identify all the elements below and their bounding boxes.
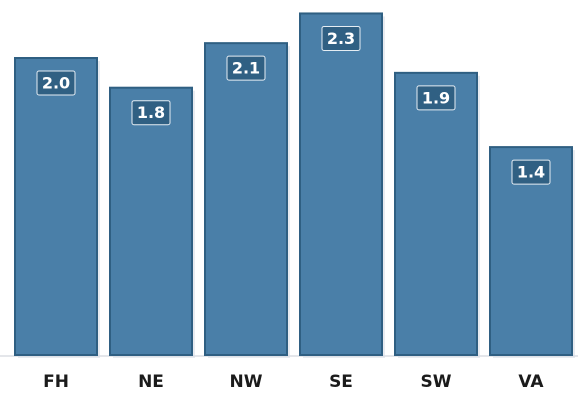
- value-label-sw: 1.9: [422, 88, 450, 107]
- value-label-ne: 1.8: [137, 103, 165, 122]
- value-label-box-nw: [226, 55, 266, 81]
- x-tick-label-sw: SW: [421, 372, 452, 392]
- bar-se: [299, 12, 383, 357]
- bar-sw: [394, 71, 478, 357]
- value-label-va: 1.4: [517, 163, 545, 182]
- value-label-se: 2.3: [327, 29, 355, 48]
- x-tick-label-ne: NE: [138, 372, 164, 392]
- x-axis-tick-labels: FH NE NW SE SW VA: [43, 372, 544, 392]
- value-label-fh: 2.0: [42, 74, 70, 93]
- bar-ne: [109, 86, 193, 357]
- x-tick-label-se: SE: [329, 372, 353, 392]
- x-tick-label-va: VA: [518, 372, 544, 392]
- value-label-nw: 2.1: [232, 59, 260, 78]
- bar-nw: [204, 42, 288, 356]
- value-label-box-fh: [36, 70, 76, 96]
- x-tick-label-nw: NW: [230, 372, 263, 392]
- value-labels-group: 2.0 1.8 2.1 2.3 1.9 1.4: [36, 25, 551, 185]
- bar-fh: [14, 57, 98, 356]
- value-label-box-sw: [416, 85, 456, 111]
- bars-group: [14, 12, 575, 359]
- value-label-box-se: [321, 25, 361, 51]
- value-label-box-va: [511, 159, 551, 185]
- value-label-box-ne: [131, 100, 171, 126]
- x-tick-label-fh: FH: [43, 372, 69, 392]
